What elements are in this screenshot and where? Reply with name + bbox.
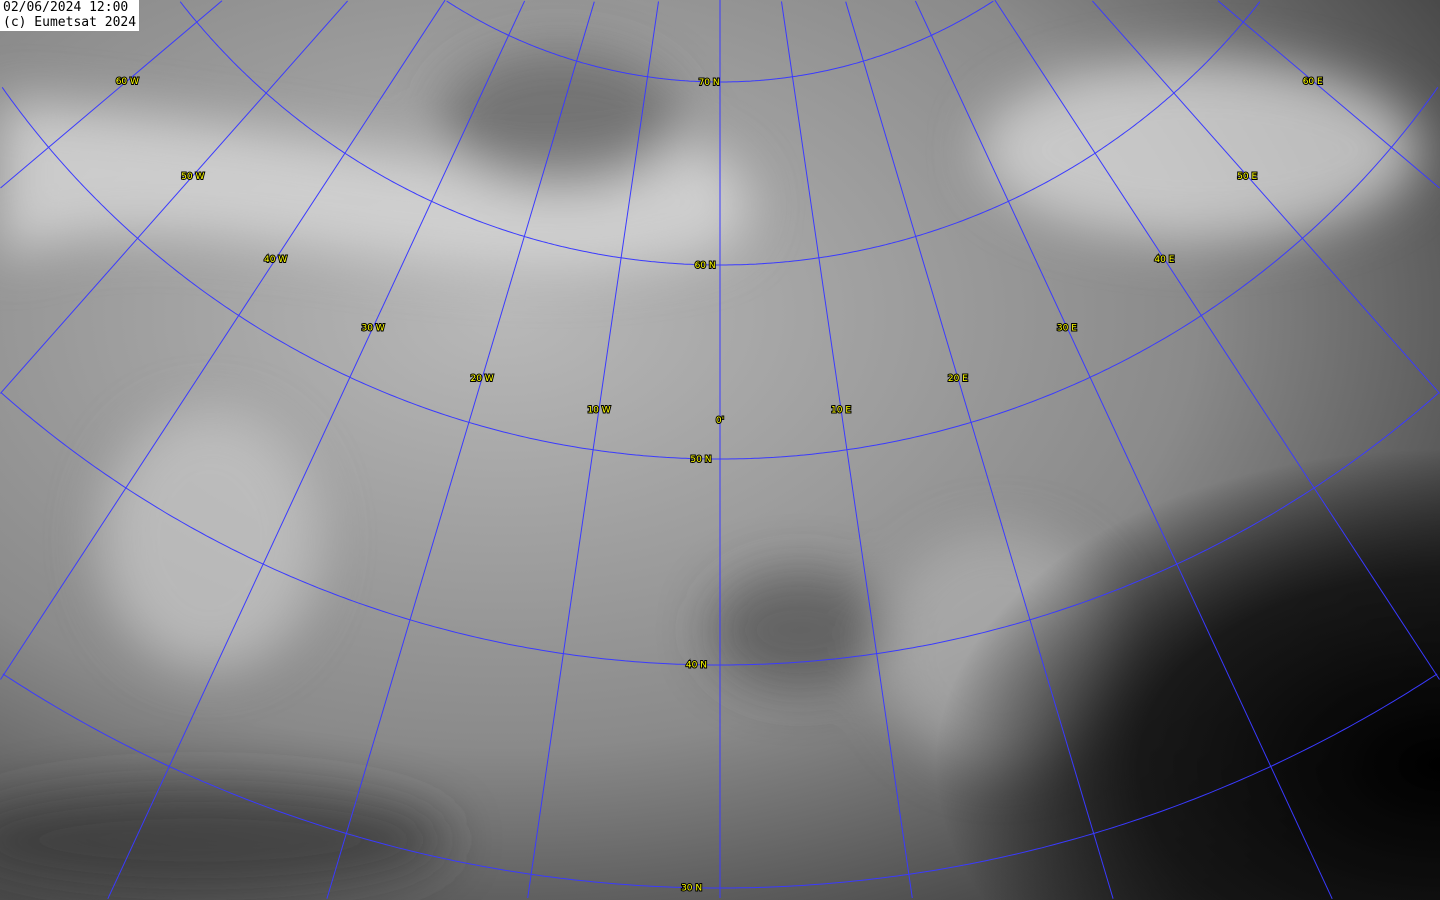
meridian-label: 20 W [470,374,493,384]
meridian-label: 20 E [948,374,968,384]
meridian-label: 40 E [1154,255,1174,265]
meridian-label: 10 E [831,405,851,415]
meridian-label: 50 E [1237,172,1257,182]
meridian-line [326,1,595,899]
parallel-line [2,673,1438,889]
parallel-label: 30 N [681,884,702,894]
meridian-line [994,0,1440,680]
parallel-line [179,1,1261,266]
meridian-label: 50 W [181,172,204,182]
parallel-label: 50 N [690,455,711,465]
parallel-line [0,392,1440,666]
meridian-line [0,0,348,394]
meridian-line [0,0,446,680]
datetime: 02/06/2024 12:00 [3,0,129,15]
parallel-label: 40 N [686,661,707,671]
parallel-label: 60 N [695,261,716,271]
meridian-line [1217,0,1440,189]
meridian-label: 40 W [264,255,287,265]
meridian-line [845,1,1114,899]
meridian-label: 60 E [1303,77,1323,87]
graticule-labels: 60 W 50 W 40 W 30 W 20 W 10 W 0' 10 E 20 E 30 E 40… [115,76,1324,895]
meridian-label: 30 E [1057,323,1077,333]
parallel-label: 70 N [699,78,720,88]
meridian-label: 0' [716,416,724,426]
meridian-line [1092,0,1440,394]
meridian-label: 10 W [587,405,610,415]
copyright: (c) Eumetsat 2024 [3,15,137,30]
timestamp-overlay: 02/06/2024 12:00 (c) Eumetsat 2024 [0,0,140,31]
parallel-line [1,87,1439,460]
meridian-line [107,0,526,900]
meridian-label: 30 W [361,323,384,333]
meridian-line [0,0,223,189]
parallel-line [446,0,994,83]
meridian-line [914,0,1333,900]
meridian-label: 60 W [116,77,139,87]
